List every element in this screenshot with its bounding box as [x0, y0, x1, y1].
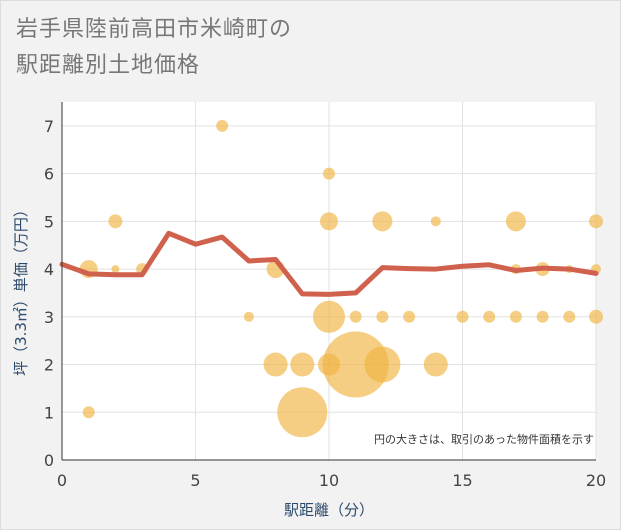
x-tick-label: 10	[319, 471, 339, 490]
average-price-line	[59, 230, 599, 297]
bubble-point	[243, 311, 254, 322]
bubble-point	[111, 265, 120, 274]
x-tick-label: 5	[190, 471, 200, 490]
bubble-point	[563, 310, 576, 323]
bubble-point	[376, 310, 389, 323]
y-tick-label: 3	[44, 308, 54, 327]
x-axis-title: 駅距離（分）	[284, 501, 374, 519]
bubble-point	[82, 406, 95, 419]
bubble-point	[403, 310, 416, 323]
y-tick-label: 7	[44, 117, 54, 136]
y-tick-label: 4	[44, 260, 54, 279]
y-tick-label: 5	[44, 212, 54, 231]
bubble-point	[456, 310, 469, 323]
x-tick-label: 20	[586, 471, 606, 490]
x-tick-label: 15	[452, 471, 472, 490]
bubble-point	[263, 352, 288, 377]
bubble-point	[536, 310, 549, 323]
bubble-point	[313, 300, 345, 333]
tick-labels: 0 1 2 3 4 5 6 7 0 5 10 15 20	[44, 117, 606, 490]
bubble-point	[509, 310, 522, 323]
bubble-point	[372, 211, 393, 232]
y-axis-title: 坪（3.3㎡）単価（万円）	[12, 202, 30, 376]
y-tick-label: 2	[44, 356, 54, 375]
y-tick-label: 6	[44, 165, 54, 184]
bubble-point	[483, 310, 496, 323]
bubble-point	[505, 211, 526, 232]
bubble-point	[589, 309, 603, 324]
bubble-point	[349, 310, 362, 323]
y-tick-label: 1	[44, 403, 54, 422]
chart-title-line-2: 駅距離別土地価格	[16, 53, 201, 78]
bubble-point	[108, 214, 123, 229]
bubble-point	[277, 387, 328, 438]
chart-title-line-1: 岩手県陸前高田市米崎町の	[16, 17, 293, 42]
bubble-point	[423, 352, 448, 377]
bubble-point	[430, 216, 441, 227]
axes	[61, 102, 596, 461]
bubble-point	[323, 167, 335, 180]
bubble-point	[322, 331, 389, 398]
y-tick-label: 0	[44, 451, 54, 470]
bubble-point	[216, 119, 229, 132]
bubble-point	[320, 212, 338, 231]
bubble-point	[589, 214, 603, 229]
bubble-point	[290, 352, 315, 377]
bubble-size-note: 円の大きさは、取引のあった物件面積を示す	[374, 432, 594, 446]
x-tick-label: 0	[57, 471, 67, 490]
chart-title: 岩手県陸前高田市米崎町の 駅距離別土地価格	[16, 12, 292, 84]
bubble-point	[364, 346, 401, 383]
